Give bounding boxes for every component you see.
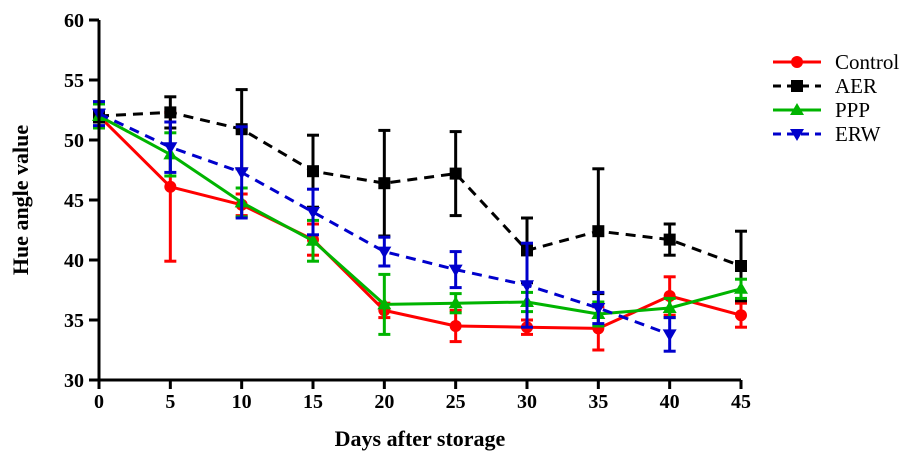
erw-data-point <box>377 246 392 259</box>
axes <box>97 20 741 382</box>
ppp-data-point <box>734 281 748 294</box>
series-ppp <box>92 102 748 336</box>
y-tick-label: 35 <box>64 310 84 332</box>
x-tick-label: 10 <box>232 391 252 413</box>
aer-data-point <box>378 177 391 190</box>
x-tick-label: 35 <box>588 391 608 413</box>
erw-series-line <box>98 112 671 336</box>
legend-item-ppp: PPP <box>773 98 870 122</box>
erw-data-point <box>662 329 677 342</box>
erw-data-point <box>448 264 463 277</box>
legend-label: Control <box>835 50 899 74</box>
series-control <box>93 102 747 352</box>
y-tick-label: 45 <box>64 190 84 212</box>
legend-swatch-marker <box>791 56 803 68</box>
x-tick-label: 30 <box>517 391 537 413</box>
ppp-data-point <box>306 233 320 246</box>
y-tick-label: 50 <box>64 130 84 152</box>
erw-data-point <box>234 167 249 180</box>
ppp-data-point <box>448 296 463 309</box>
ppp-series-line <box>98 114 742 316</box>
y-tick-label: 55 <box>64 70 84 92</box>
control-data-point <box>164 180 177 193</box>
x-tick-label: 25 <box>446 391 466 413</box>
aer-data-point <box>307 165 319 178</box>
erw-data-point <box>163 142 178 155</box>
x-tick-label: 40 <box>660 391 680 413</box>
erw-data-point <box>306 207 320 219</box>
y-axis-title: Hue angle value <box>8 125 33 276</box>
control-series-line <box>97 114 742 330</box>
x-tick-label: 0 <box>94 391 104 413</box>
ticks: 30 35 40 45 50 55 60 0 5 10 15 20 25 30 35 40 45 <box>64 10 751 413</box>
y-tick-label: 60 <box>64 10 84 32</box>
plot-area <box>92 88 748 353</box>
x-tick-label: 5 <box>165 391 175 413</box>
erw-data-point <box>591 303 606 315</box>
x-tick-label: 20 <box>374 391 394 413</box>
legend-swatch-marker <box>790 103 804 115</box>
legend-swatch-marker <box>791 80 803 92</box>
x-tick-label: 15 <box>303 391 323 413</box>
aer-data-point <box>592 225 605 238</box>
legend-label: AER <box>835 74 877 98</box>
legend-item-control: Control <box>773 50 899 74</box>
y-tick-label: 30 <box>64 370 84 392</box>
aer-data-point <box>663 233 676 246</box>
aer-data-point <box>735 260 747 272</box>
legend-item-erw: ERW <box>773 122 881 146</box>
legend-label: ERW <box>835 122 881 146</box>
x-tick-label: 45 <box>731 391 751 413</box>
aer-series-line <box>98 110 742 268</box>
legend-label: PPP <box>835 98 870 122</box>
ppp-data-point <box>377 297 392 310</box>
aer-data-point <box>164 106 177 119</box>
y-tick-label: 40 <box>64 250 84 272</box>
erw-data-point <box>520 280 534 293</box>
legend-item-aer: AER <box>773 74 877 98</box>
aer-data-point <box>449 167 462 180</box>
series-aer <box>93 88 747 303</box>
ppp-data-point <box>662 301 677 313</box>
control-data-point <box>449 320 462 332</box>
x-axis-title: Days after storage <box>335 426 506 451</box>
legend-swatch-marker <box>790 129 804 141</box>
control-data-point <box>735 309 747 322</box>
